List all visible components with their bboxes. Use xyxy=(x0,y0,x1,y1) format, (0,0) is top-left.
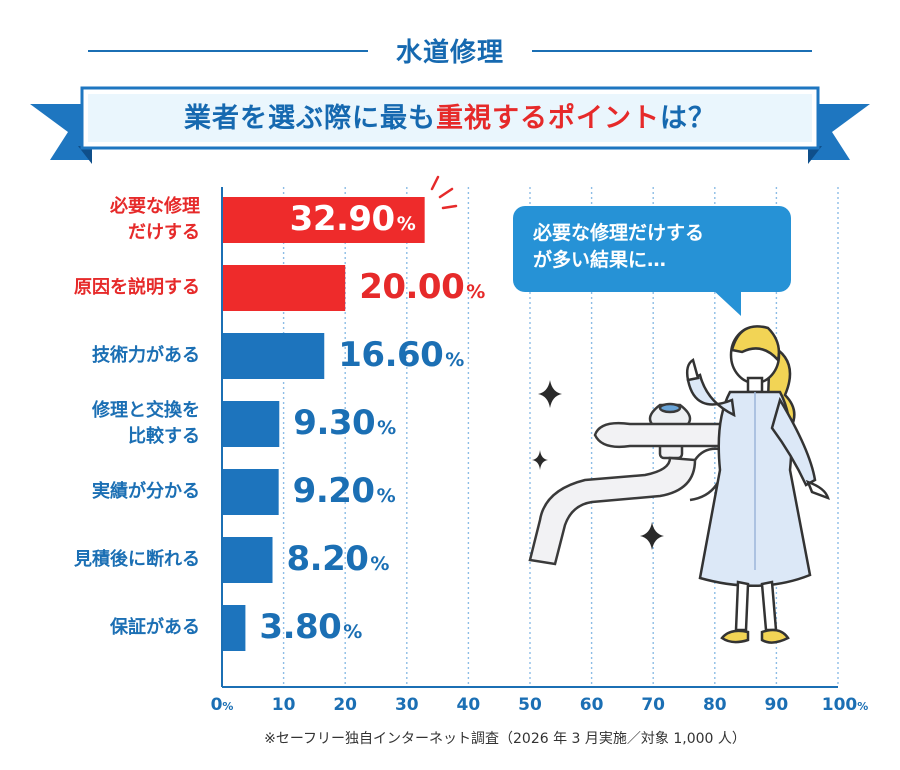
bar xyxy=(223,197,425,243)
accent-marks xyxy=(430,175,458,210)
bar xyxy=(223,537,273,583)
bar xyxy=(223,401,280,447)
category-label: 原因を説明する xyxy=(0,275,200,301)
category-label: 必要な修理だけする xyxy=(0,194,200,246)
speech-line-2: が多い結果に… xyxy=(533,249,667,271)
sparkle-icon xyxy=(538,380,562,408)
x-tick-label: 80 xyxy=(702,695,727,715)
x-tick-label: 90 xyxy=(764,695,789,715)
category-label: 見積後に断れる xyxy=(0,547,200,573)
category-label-line: 保証がある xyxy=(110,617,200,638)
x-tick-label: 20 xyxy=(333,695,358,715)
bar-value-label: 3.80% xyxy=(259,607,362,647)
heading-rule-right xyxy=(532,50,812,52)
bar-value-label: 9.20% xyxy=(292,471,396,511)
bar xyxy=(223,333,325,379)
x-tick-label: 50 xyxy=(518,695,542,715)
bar-value-label: 32.90% xyxy=(289,199,416,239)
heading-rule-left xyxy=(88,50,368,52)
category-label: 保証がある xyxy=(0,615,200,641)
title-emphasis: 重視するポイント xyxy=(436,103,660,134)
speech-bubble: 必要な修理だけする が多い結果に… xyxy=(513,206,793,316)
title-part-2: は？ xyxy=(660,103,716,134)
category-label: 水道修理 xyxy=(395,38,504,68)
footnote: ※セーフリー独自インターネット調査（2026 年 3 月実施／対象 1,000 … xyxy=(264,731,746,747)
category-label-line: 必要な修理 xyxy=(110,196,200,217)
x-tick-label: 10 xyxy=(271,695,296,715)
sparkle-icon xyxy=(532,450,548,470)
bar-value-label: 20.00% xyxy=(359,267,485,307)
faucet-icon xyxy=(528,402,727,566)
bar-value-label: 9.30% xyxy=(293,403,396,443)
title-part-1: 業者を選ぶ際に最も xyxy=(184,103,436,134)
x-tick-label: 30 xyxy=(394,695,419,715)
category-label-line: 原因を説明する xyxy=(74,277,200,298)
x-tick-label: 100% xyxy=(821,695,869,715)
bar xyxy=(223,265,346,311)
category-label: 技術力がある xyxy=(0,343,200,369)
x-tick-label: 60 xyxy=(579,695,604,715)
woman-pointing-icon xyxy=(685,325,830,644)
category-label-line: 技術力がある xyxy=(92,345,200,366)
ribbon-shape xyxy=(30,86,870,164)
category-label-line: だけする xyxy=(128,222,200,243)
category-label: 修理と交換を比較する xyxy=(0,398,200,450)
x-tick-label: 40 xyxy=(456,695,481,715)
bar xyxy=(223,605,246,651)
bar-chart: 必要な修理だけする 32.90% 原因を説明する 20.00% 技術力がある 16.60%… xyxy=(0,175,900,725)
category-label: 実績が分かる xyxy=(0,479,200,505)
speech-bubble-text: 必要な修理だけする が多い結果に… xyxy=(533,220,783,274)
sparkle-icon xyxy=(640,522,664,550)
bar xyxy=(223,469,279,515)
chart-canvas xyxy=(221,175,839,688)
speech-line-1: 必要な修理だけする xyxy=(533,222,705,244)
speech-bubble-shape xyxy=(513,206,791,316)
illustration xyxy=(528,325,830,644)
title-banner: 業者を選ぶ際に最も重視するポイントは？ xyxy=(30,82,870,167)
x-tick-label: 0% xyxy=(210,695,234,715)
x-tick-label: 70 xyxy=(641,695,666,715)
category-label-line: 実績が分かる xyxy=(92,481,200,502)
chart-labels: 必要な修理だけする 32.90% 原因を説明する 20.00% 技術力がある 16.60%… xyxy=(0,175,900,725)
category-label-line: 比較する xyxy=(128,426,200,447)
category-label-line: 見積後に断れる xyxy=(74,549,200,570)
bar-value-label: 16.60% xyxy=(338,335,464,375)
banner-title: 業者を選ぶ際に最も重視するポイントは？ xyxy=(90,96,810,135)
category-heading: 水道修理 xyxy=(0,30,900,70)
category-label-line: 修理と交換を xyxy=(92,400,200,421)
bar-value-label: 8.20% xyxy=(286,539,390,579)
